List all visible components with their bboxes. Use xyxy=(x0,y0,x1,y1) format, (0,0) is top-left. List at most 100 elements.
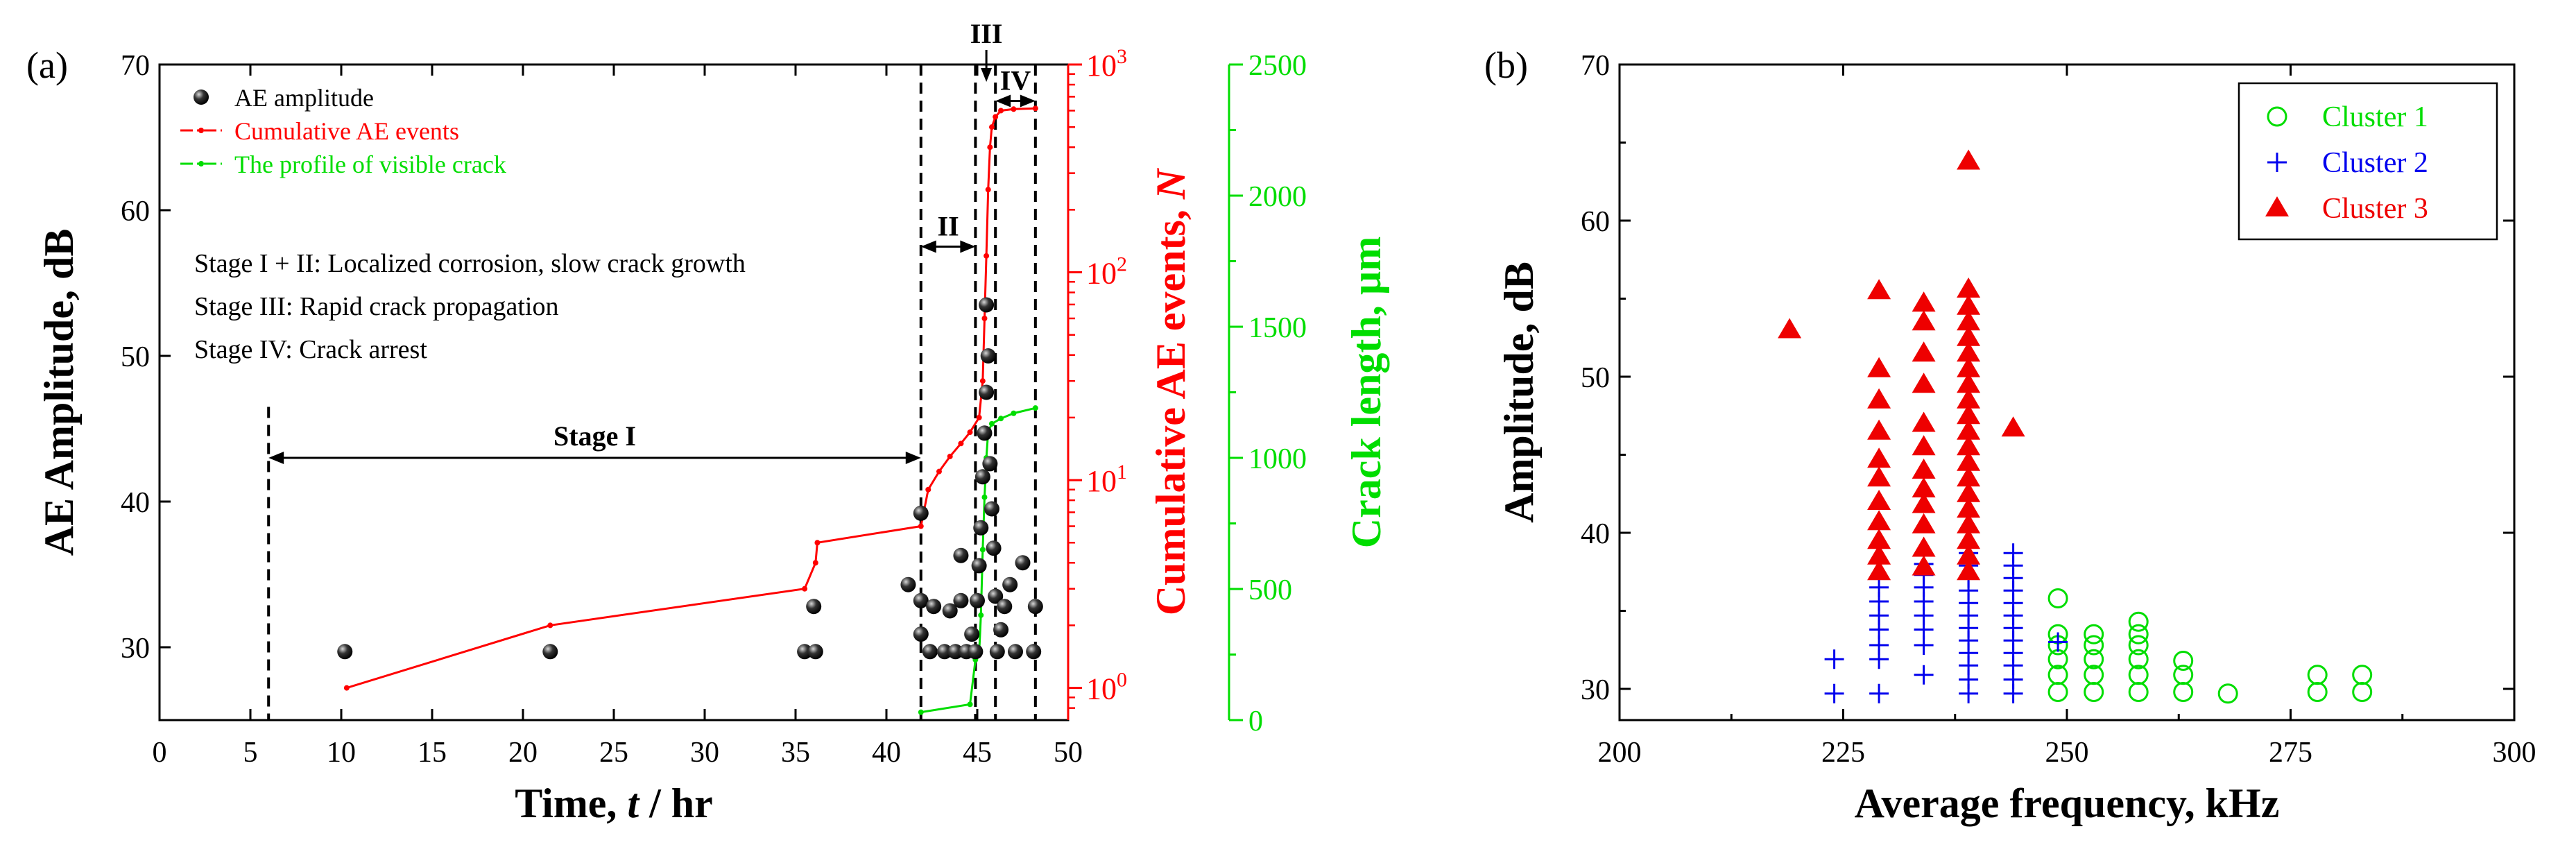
ae-amplitude-point xyxy=(1027,599,1043,615)
ae-amplitude-point xyxy=(947,644,963,660)
cluster-3-point xyxy=(1912,477,1936,497)
cluster-1-point xyxy=(2217,683,2238,704)
stage-note: Stage III: Rapid crack propagation xyxy=(194,292,558,321)
cluster-3-point xyxy=(1957,560,1981,581)
cluster-3-point xyxy=(1867,419,1891,440)
cluster-3-point xyxy=(1867,357,1891,377)
y-axis-title: Amplitude, dB xyxy=(1496,262,1542,523)
legend-marker-cluster-3 xyxy=(2265,196,2289,216)
cluster-1-point xyxy=(2047,682,2068,702)
ae-amplitude-point xyxy=(953,592,969,608)
y3-axis-title: Crack length, µm xyxy=(1343,237,1389,549)
stage-i-label: Stage I xyxy=(553,420,636,452)
cluster-3-point xyxy=(1867,560,1891,581)
y2-tick-label: 103 xyxy=(1086,45,1127,83)
x-tick-label: 250 xyxy=(2045,737,2089,769)
cluster-1-point xyxy=(2173,651,2194,671)
y-tick-label: 60 xyxy=(1581,206,1610,238)
y2-tick-label: 102 xyxy=(1086,253,1127,291)
cumulative-ae-point xyxy=(981,315,988,321)
ae-amplitude-point xyxy=(989,644,1005,660)
ae-amplitude-point xyxy=(797,644,813,660)
x-tick-label: 200 xyxy=(1598,737,1642,769)
cluster-1-point xyxy=(2047,588,2068,608)
ae-amplitude-point xyxy=(986,540,1002,556)
panel-a-chart: (a) 0 5 10 15 20 25 30 35 40 45 50 Time, t / hr 30 40 5… xyxy=(26,18,1389,826)
cluster-1-point xyxy=(2128,682,2149,702)
x-axis-title: Time, t / hr xyxy=(515,780,713,826)
cluster-1-point xyxy=(2128,635,2149,656)
stage-ii-arrow-head-right xyxy=(960,240,976,253)
y3-tick-label: 0 xyxy=(1248,706,1263,737)
panel-b-label: (b) xyxy=(1484,44,1528,86)
cluster-3-point xyxy=(1912,291,1936,312)
cluster-1-point xyxy=(2307,682,2328,702)
ae-amplitude-point xyxy=(982,456,998,472)
cluster-3-point xyxy=(1957,481,1981,502)
ae-amplitude-point xyxy=(953,547,969,563)
cluster-1-point xyxy=(2307,665,2328,685)
y-tick-label: 70 xyxy=(1581,50,1610,82)
cluster-3-point xyxy=(1957,310,1981,331)
y-axis-title: AE Amplitude, dB xyxy=(36,229,82,556)
cluster-3-point xyxy=(1912,493,1936,513)
cumulative-ae-point xyxy=(984,253,990,259)
cluster-3-point xyxy=(1957,404,1981,425)
cluster-3-point xyxy=(1957,513,1981,533)
cluster-3-point xyxy=(1912,459,1936,479)
legend-label: Cluster 3 xyxy=(2322,193,2428,225)
ae-amplitude-point xyxy=(922,644,938,660)
legend-label: Cumulative AE events xyxy=(234,117,459,145)
ae-amplitude-point xyxy=(968,644,984,660)
cumulative-ae-point xyxy=(987,144,993,151)
cumulative-ae-point xyxy=(1032,105,1038,112)
cumulative-ae-point xyxy=(918,523,924,529)
x-tick-label: 25 xyxy=(599,737,628,769)
panel-a-label: (a) xyxy=(26,44,68,86)
cumulative-ae-point xyxy=(998,108,1004,114)
ae-amplitude-point xyxy=(1002,576,1018,592)
cluster-1-point xyxy=(2128,665,2149,685)
cluster-1-point xyxy=(2084,624,2104,644)
cluster-3-point xyxy=(1957,544,1981,565)
y-tick-label: 50 xyxy=(121,341,150,373)
y3-tick-label: 1000 xyxy=(1248,443,1307,475)
cluster-3-point xyxy=(1957,149,1981,170)
stage-iv-arrow-head-left xyxy=(995,94,1011,108)
cluster-1-point xyxy=(2173,682,2194,702)
legend-label: Cluster 2 xyxy=(2322,147,2428,179)
cluster-3-point xyxy=(1912,536,1936,557)
stage-ii-arrow-head-left xyxy=(920,240,936,253)
cluster-1-point xyxy=(2128,649,2149,669)
cluster-3-point xyxy=(1957,388,1981,409)
cumulative-ae-point xyxy=(925,486,931,493)
stage-iii-arrow-head xyxy=(981,68,993,82)
cluster-1-point xyxy=(2173,665,2194,685)
cumulative-ae-point xyxy=(812,560,818,566)
cumulative-ae-point xyxy=(1011,106,1017,112)
cluster-2-point xyxy=(1869,577,1889,597)
y-tick-label: 50 xyxy=(1581,362,1610,394)
crack-profile-point xyxy=(967,701,973,708)
cluster-1-point xyxy=(2084,649,2104,669)
x-tick-label: 50 xyxy=(1054,737,1083,769)
crack-profile-point xyxy=(918,709,924,715)
cluster-1-point xyxy=(2352,682,2373,702)
ae-amplitude-point xyxy=(977,425,993,441)
legend-label: The profile of visible crack xyxy=(234,151,506,178)
cluster-1-point xyxy=(2084,682,2104,702)
cluster-3-point xyxy=(1867,466,1891,487)
cluster-2-point xyxy=(1869,683,1889,703)
cluster-3-point xyxy=(1912,555,1936,576)
y-tick-label: 40 xyxy=(121,487,150,519)
cluster-2-point xyxy=(2048,632,2068,652)
cluster-3-point xyxy=(1867,510,1891,531)
cluster-3-point xyxy=(1867,490,1891,510)
cluster-3-point xyxy=(1912,373,1936,393)
y2-axis-title: Cumulative AE events, N xyxy=(1148,167,1194,615)
stage-iii-label: III xyxy=(970,18,1003,49)
cluster-1-point xyxy=(2084,635,2104,656)
cluster-3-point xyxy=(1912,513,1936,533)
cluster-2-point xyxy=(2003,543,2023,563)
